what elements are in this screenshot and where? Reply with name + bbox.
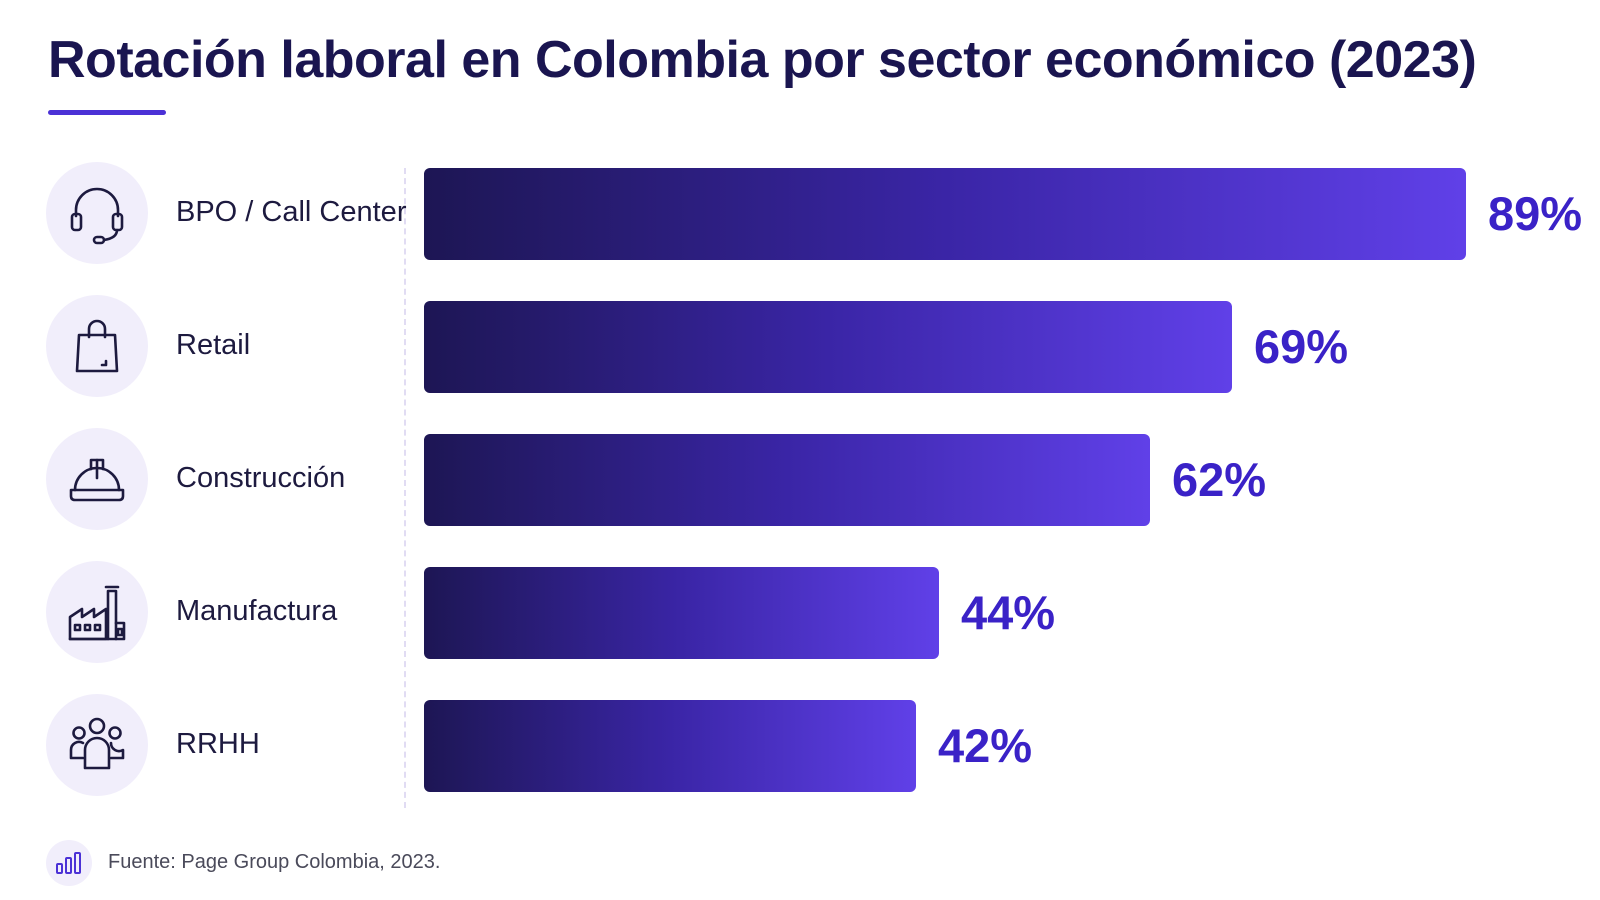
source-note: Fuente: Page Group Colombia, 2023. bbox=[108, 851, 441, 873]
category-label: Construcción bbox=[176, 462, 346, 494]
hard-hat-icon bbox=[46, 428, 148, 530]
source-chart-icon bbox=[46, 840, 92, 886]
label-divider bbox=[404, 168, 406, 808]
bar-row: Construcción 62% bbox=[0, 428, 1600, 530]
bar bbox=[424, 434, 1150, 526]
bar-row: RRHH 42% bbox=[0, 694, 1600, 796]
factory-icon bbox=[46, 561, 148, 663]
bar bbox=[424, 168, 1466, 260]
bar bbox=[424, 567, 939, 659]
people-group-icon bbox=[46, 694, 148, 796]
category-label: RRHH bbox=[176, 728, 260, 760]
bar-row: BPO / Call Center 89% bbox=[0, 162, 1600, 264]
headset-icon bbox=[46, 162, 148, 264]
shopping-bag-icon bbox=[46, 295, 148, 397]
bar-value-label: 62% bbox=[1172, 453, 1267, 506]
bar-row: Retail 69% bbox=[0, 295, 1600, 397]
category-label: BPO / Call Center bbox=[176, 196, 407, 228]
bar-value-label: 89% bbox=[1488, 187, 1583, 240]
category-label: Manufactura bbox=[176, 595, 338, 627]
category-label: Retail bbox=[176, 329, 251, 361]
bar bbox=[424, 700, 916, 792]
bar-value-label: 69% bbox=[1254, 320, 1349, 373]
bar-value-label: 42% bbox=[938, 719, 1033, 772]
bar-value-label: 44% bbox=[961, 586, 1056, 639]
title-underline bbox=[48, 110, 166, 115]
bar bbox=[424, 301, 1232, 393]
page-title: Rotación laboral en Colombia por sector … bbox=[48, 31, 1477, 89]
bar-row: Manufactura 44% bbox=[0, 561, 1600, 663]
